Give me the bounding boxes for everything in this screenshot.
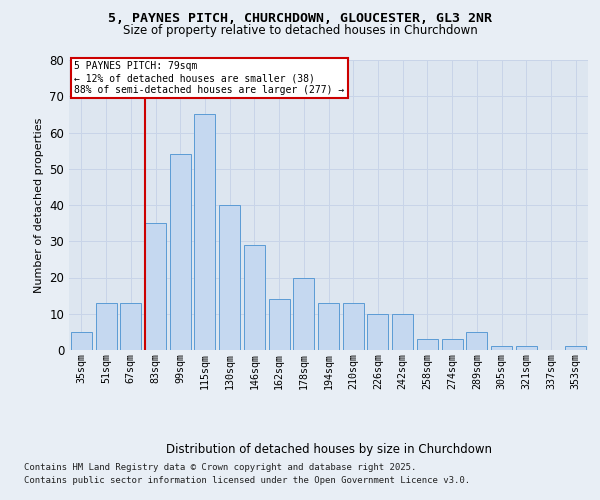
Bar <box>145 223 166 350</box>
Bar <box>516 346 537 350</box>
Bar <box>466 332 487 350</box>
Bar <box>170 154 191 350</box>
Text: Size of property relative to detached houses in Churchdown: Size of property relative to detached ho… <box>122 24 478 37</box>
Y-axis label: Number of detached properties: Number of detached properties <box>34 118 44 292</box>
Bar <box>219 205 240 350</box>
Bar <box>343 303 364 350</box>
Bar <box>565 346 586 350</box>
Bar <box>95 303 116 350</box>
Bar <box>269 299 290 350</box>
Bar <box>417 339 438 350</box>
Bar <box>367 314 388 350</box>
Bar <box>318 303 339 350</box>
Text: Contains HM Land Registry data © Crown copyright and database right 2025.: Contains HM Land Registry data © Crown c… <box>24 464 416 472</box>
Bar <box>392 314 413 350</box>
Bar <box>244 245 265 350</box>
Bar <box>293 278 314 350</box>
Text: 5 PAYNES PITCH: 79sqm
← 12% of detached houses are smaller (38)
88% of semi-deta: 5 PAYNES PITCH: 79sqm ← 12% of detached … <box>74 62 344 94</box>
Bar <box>442 339 463 350</box>
Text: 5, PAYNES PITCH, CHURCHDOWN, GLOUCESTER, GL3 2NR: 5, PAYNES PITCH, CHURCHDOWN, GLOUCESTER,… <box>108 12 492 26</box>
Bar <box>194 114 215 350</box>
Bar <box>120 303 141 350</box>
Bar <box>71 332 92 350</box>
Text: Contains public sector information licensed under the Open Government Licence v3: Contains public sector information licen… <box>24 476 470 485</box>
Bar <box>491 346 512 350</box>
Text: Distribution of detached houses by size in Churchdown: Distribution of detached houses by size … <box>166 442 492 456</box>
